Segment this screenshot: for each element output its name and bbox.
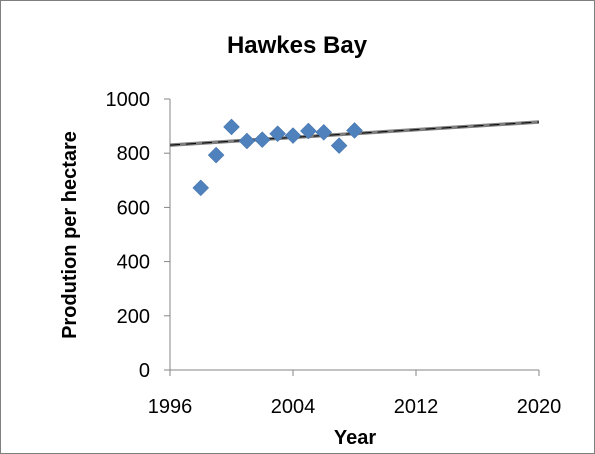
data-point (238, 132, 256, 150)
data-point (253, 131, 271, 149)
x-tick-label: 2012 (394, 396, 439, 418)
y-tick-label: 600 (117, 197, 150, 219)
y-tick-label: 0 (139, 360, 150, 382)
y-axis-label: Prodution per hectare (59, 131, 81, 339)
x-tick-label: 2020 (517, 396, 562, 418)
x-axis-label: Year (334, 427, 376, 449)
y-tick-label: 400 (117, 252, 150, 274)
data-point (330, 137, 348, 154)
data-point (315, 123, 333, 141)
data-point (300, 122, 317, 140)
data-point (192, 179, 210, 197)
data-point (269, 125, 286, 143)
x-tick-label: 1996 (148, 396, 193, 418)
y-tick-label: 200 (117, 306, 150, 328)
y-tick-label: 1000 (106, 89, 151, 111)
data-point (207, 146, 225, 164)
data-points (192, 118, 363, 197)
data-point (284, 127, 302, 144)
tick-labels: 0 200 400 600 800 1000 1996 2004 2012 2020 (106, 89, 562, 418)
y-tick-label: 800 (117, 143, 150, 165)
data-point (223, 118, 240, 136)
x-tick-label: 2004 (271, 396, 316, 418)
chart-title: Hawkes Bay (227, 32, 368, 59)
data-point (346, 122, 363, 139)
